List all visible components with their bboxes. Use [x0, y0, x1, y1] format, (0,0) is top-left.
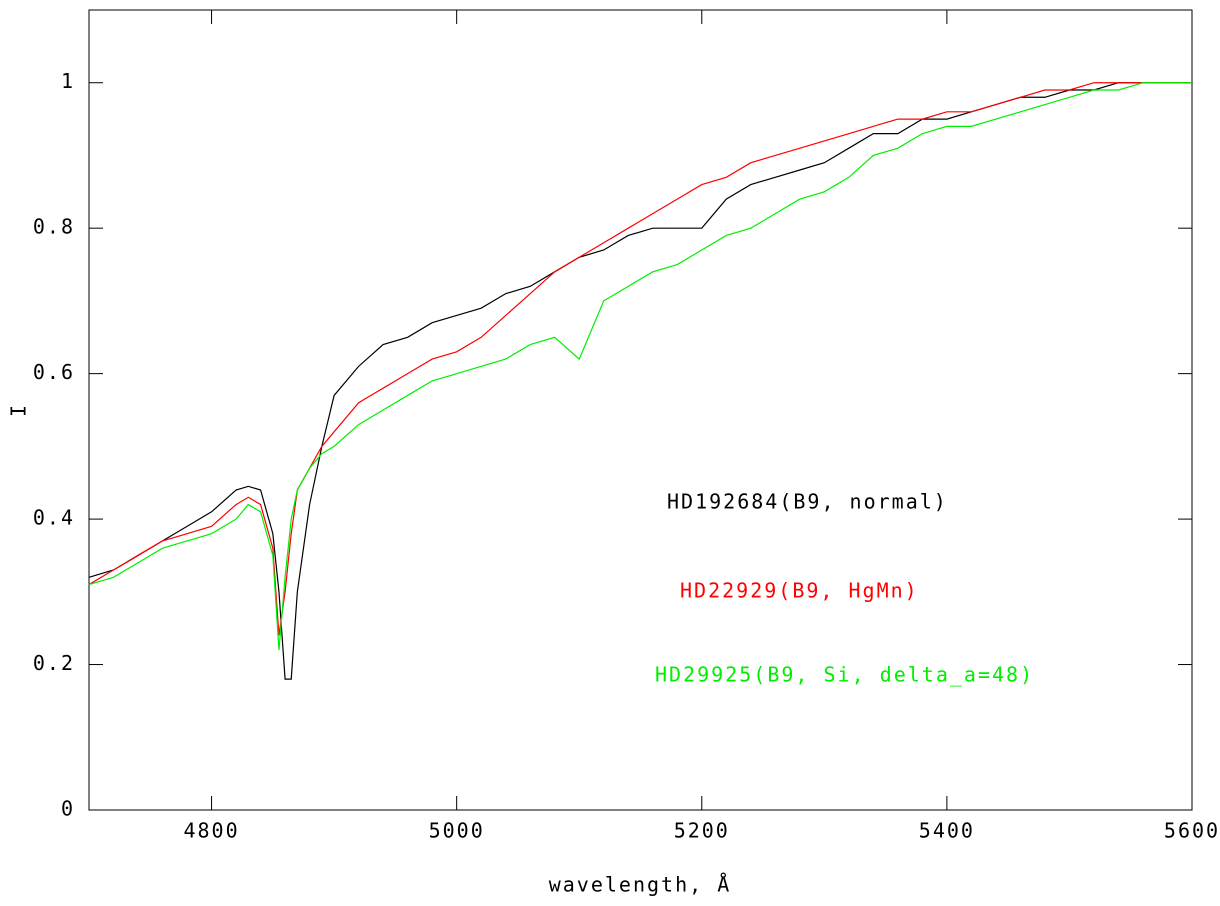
y-tick-label: 0.8: [33, 215, 75, 239]
series-label: HD29925(B9, Si, delta_a=48): [655, 663, 1034, 687]
x-axis-label: wavelength, Å: [549, 873, 732, 897]
spectrum-line: [88, 82, 1192, 651]
series-label: HD192684(B9, normal): [667, 490, 948, 514]
x-tick-label: 5200: [674, 819, 730, 843]
x-tick-label: 5600: [1164, 819, 1220, 843]
spectrum-line: [88, 82, 1192, 680]
x-tick-label: 4800: [183, 819, 239, 843]
y-tick-label: 1: [61, 69, 75, 93]
x-tick-label: 5000: [429, 819, 485, 843]
x-tick-label: 5400: [919, 819, 975, 843]
y-tick-label: 0.4: [33, 506, 75, 530]
series-label: HD22929(B9, HgMn): [680, 579, 919, 603]
spectrum-line: [88, 82, 1192, 636]
plot-frame: [88, 9, 1193, 811]
y-tick-label: 0.6: [33, 360, 75, 384]
y-tick-label: 0: [61, 797, 75, 821]
y-axis-label: I: [7, 403, 31, 417]
y-tick-label: 0.2: [33, 651, 75, 675]
